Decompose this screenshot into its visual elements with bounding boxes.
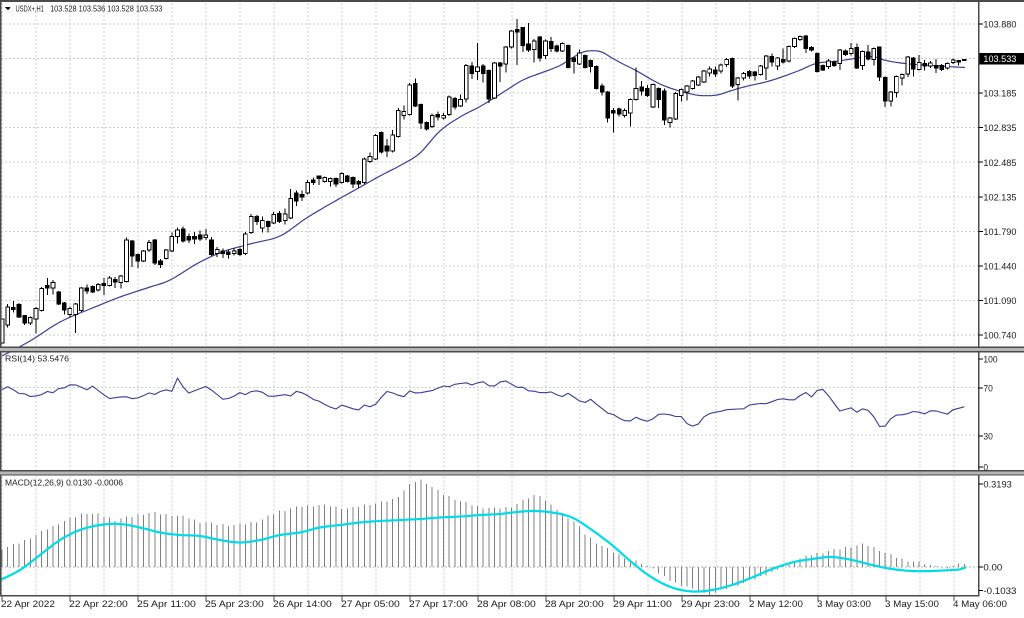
svg-text:101.090: 101.090 bbox=[983, 296, 1016, 306]
svg-text:22 Apr 22:00: 22 Apr 22:00 bbox=[69, 599, 128, 609]
svg-text:103.528 103.536 103.528 103.53: 103.528 103.536 103.528 103.533 bbox=[50, 4, 163, 13]
svg-text:-0.1033: -0.1033 bbox=[983, 586, 1016, 596]
svg-text:4 May 06:00: 4 May 06:00 bbox=[953, 599, 1007, 609]
svg-text:25 Apr 11:00: 25 Apr 11:00 bbox=[137, 599, 196, 609]
svg-text:2 May 12:00: 2 May 12:00 bbox=[749, 599, 803, 609]
svg-text:MACD(12,26,9) 0.0130 -0.0006: MACD(12,26,9) 0.0130 -0.0006 bbox=[5, 479, 123, 488]
svg-text:100: 100 bbox=[983, 355, 997, 365]
svg-text:28 Apr 20:00: 28 Apr 20:00 bbox=[545, 599, 604, 609]
svg-text:3 May 15:00: 3 May 15:00 bbox=[885, 599, 939, 609]
svg-text:25 Apr 23:00: 25 Apr 23:00 bbox=[205, 599, 264, 609]
svg-text:3 May 03:00: 3 May 03:00 bbox=[817, 599, 871, 609]
svg-text:29 Apr 23:00: 29 Apr 23:00 bbox=[681, 599, 740, 609]
svg-text:101.790: 101.790 bbox=[983, 227, 1016, 237]
svg-text:RSI(14) 53.5476: RSI(14) 53.5476 bbox=[5, 355, 69, 364]
svg-text:USDX+,H1: USDX+,H1 bbox=[16, 4, 45, 13]
svg-text:100.740: 100.740 bbox=[983, 331, 1016, 341]
svg-text:0.00: 0.00 bbox=[983, 562, 1002, 572]
svg-text:29 Apr 11:00: 29 Apr 11:00 bbox=[613, 599, 672, 609]
svg-text:26 Apr 14:00: 26 Apr 14:00 bbox=[273, 599, 332, 609]
svg-text:103.880: 103.880 bbox=[983, 20, 1016, 30]
svg-text:70: 70 bbox=[983, 384, 993, 394]
svg-text:0.3193: 0.3193 bbox=[983, 480, 1011, 490]
svg-text:102.485: 102.485 bbox=[983, 158, 1016, 168]
svg-text:101.440: 101.440 bbox=[983, 262, 1016, 272]
svg-text:102.135: 102.135 bbox=[983, 192, 1016, 202]
svg-text:0: 0 bbox=[983, 463, 988, 473]
svg-text:27 Apr 17:00: 27 Apr 17:00 bbox=[409, 599, 468, 609]
svg-text:28 Apr 08:00: 28 Apr 08:00 bbox=[477, 599, 536, 609]
svg-text:30: 30 bbox=[983, 431, 993, 441]
svg-text:22 Apr 2022: 22 Apr 2022 bbox=[1, 599, 55, 609]
svg-text:27 Apr 05:00: 27 Apr 05:00 bbox=[341, 599, 400, 609]
svg-text:103.533: 103.533 bbox=[983, 54, 1016, 64]
svg-text:103.185: 103.185 bbox=[983, 89, 1016, 99]
svg-text:102.835: 102.835 bbox=[983, 123, 1016, 133]
